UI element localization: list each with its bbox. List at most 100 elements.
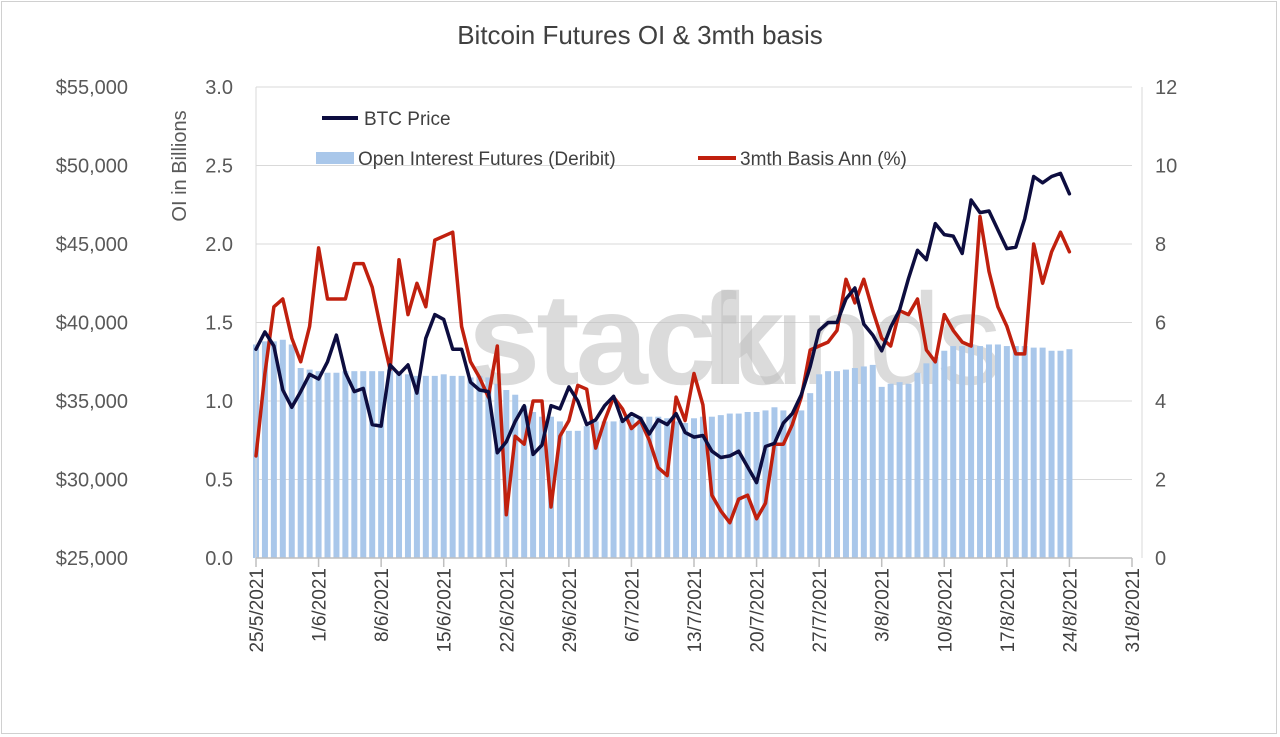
oi-bar [985, 344, 992, 558]
oi-bar [387, 369, 394, 558]
oi-bar [360, 371, 367, 558]
oi-bar [422, 375, 429, 558]
oi-bar [530, 411, 537, 558]
oi-bar [1030, 347, 1037, 558]
watermark-bold: stack [468, 266, 785, 412]
basis-axis-tick-label: 8 [1155, 234, 1166, 256]
basis-axis-tick-label: 10 [1155, 156, 1177, 178]
oi-bar [342, 371, 349, 558]
oi-bar [673, 421, 680, 558]
basis-axis-tick-label: 12 [1155, 77, 1177, 99]
price-axis-tick-label: $30,000 [56, 470, 128, 492]
oi-bar [789, 413, 796, 558]
x-tick-label: 20/7/2021 [748, 568, 769, 653]
legend: BTC Price Open Interest Futures (Deribit… [316, 109, 907, 170]
oi-bar [941, 350, 948, 558]
price-axis-tick-label: $35,000 [56, 391, 128, 413]
x-tick-label: 24/8/2021 [1060, 568, 1081, 653]
x-tick-label: 6/7/2021 [622, 568, 643, 642]
oi-bar [431, 375, 438, 558]
oi-bar [610, 421, 617, 558]
oi-bars [253, 339, 1073, 558]
oi-axis-tick-label: 0.5 [205, 470, 233, 492]
oi-bar [932, 357, 939, 558]
x-tick-label: 29/6/2021 [560, 568, 581, 653]
oi-bar [333, 372, 340, 558]
oi-bar [717, 415, 724, 558]
oi-axis-tick-label: 2.5 [205, 156, 233, 178]
oi-bar [834, 371, 841, 558]
oi-bar [297, 368, 304, 558]
oi-bar [798, 410, 805, 558]
oi-bar [851, 368, 858, 558]
oi-bar [574, 430, 581, 558]
basis-axis-tick-label: 0 [1155, 548, 1166, 570]
oi-axis-tick-label: 2.0 [205, 234, 233, 256]
oi-bar [655, 416, 662, 558]
oi-bar [664, 418, 671, 558]
oi-bar [914, 372, 921, 558]
oi-axis-title: OI in Billions [169, 110, 191, 221]
price-axis-tick-label: $55,000 [56, 77, 128, 99]
btc-price-line [254, 171, 1072, 485]
oi-bar [476, 375, 483, 558]
axes: $25,000 0.0 0 $30,000 0.5 2 $35,000 1.0 4 $40,000… [56, 77, 1178, 653]
oi-bar [378, 371, 385, 558]
oi-bar [369, 371, 376, 558]
oi-bar [699, 416, 706, 558]
oi-bar [592, 421, 599, 558]
oi-axis-tick-label: 1.5 [205, 313, 233, 335]
oi-bar [324, 372, 331, 558]
oi-bar [780, 410, 787, 558]
x-tick-label: 22/6/2021 [497, 568, 518, 653]
oi-bar [923, 363, 930, 558]
oi-bar [869, 364, 876, 558]
oi-bar [825, 371, 832, 558]
oi-bar [315, 371, 322, 558]
oi-bar [842, 369, 849, 558]
price-axis-tick-label: $45,000 [56, 234, 128, 256]
oi-bar [396, 371, 403, 558]
oi-bar [637, 416, 644, 558]
oi-bar [583, 426, 590, 558]
oi-axis-tick-label: 1.0 [205, 391, 233, 413]
price-axis-tick-label: $40,000 [56, 313, 128, 335]
series-lines [254, 171, 1072, 525]
oi-bar [565, 430, 572, 558]
oi-bar [816, 374, 823, 558]
x-tick-label: 1/6/2021 [310, 568, 331, 642]
oi-bar [288, 344, 295, 558]
oi-bar [726, 413, 733, 558]
oi-bar [994, 344, 1001, 558]
oi-bar [521, 405, 528, 558]
oi-bar [682, 422, 689, 558]
oi-bar [1057, 350, 1064, 558]
x-tick-label: 31/8/2021 [1123, 568, 1144, 653]
basis-line [254, 214, 1072, 525]
oi-bar [440, 374, 447, 558]
oi-bar [1003, 346, 1010, 558]
x-tick-label: 25/5/2021 [247, 568, 268, 653]
oi-bar [458, 375, 465, 558]
oi-bar [351, 371, 358, 558]
oi-bar [771, 407, 778, 558]
oi-bar [968, 344, 975, 558]
oi-bar [556, 421, 563, 558]
oi-bar [744, 411, 751, 558]
oi-bar [860, 366, 867, 558]
legend-label-open-interest: Open Interest Futures (Deribit) [358, 149, 616, 170]
oi-bar [887, 383, 894, 558]
oi-bar [279, 339, 286, 558]
oi-bar [449, 375, 456, 558]
oi-bar [959, 346, 966, 558]
oi-bar [905, 383, 912, 558]
oi-bar [503, 390, 510, 558]
oi-bar [950, 346, 957, 558]
oi-bar [467, 377, 474, 558]
basis-axis-tick-label: 4 [1155, 391, 1166, 413]
oi-bar [1066, 349, 1073, 558]
oi-bar [753, 411, 760, 558]
oi-bar [762, 410, 769, 558]
